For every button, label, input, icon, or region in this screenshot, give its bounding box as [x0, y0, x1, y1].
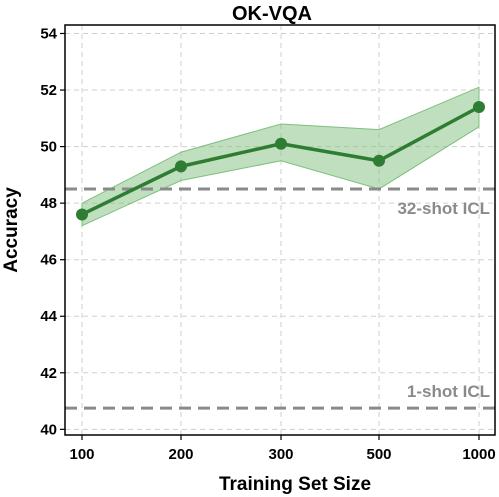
y-tick-label: 52 — [40, 82, 57, 99]
x-axis-ticks: 100 200 300 500 1000 — [69, 435, 496, 463]
y-tick-label: 46 — [40, 252, 57, 269]
data-point — [175, 160, 187, 173]
y-axis-label: Accuracy — [1, 187, 22, 273]
x-tick-label: 500 — [366, 446, 391, 463]
y-tick-label: 44 — [40, 308, 57, 325]
y-tick-label: 54 — [40, 25, 57, 42]
grid-lines — [65, 25, 495, 435]
plot-frame — [64, 24, 496, 436]
data-point — [275, 137, 287, 150]
x-tick-label: 300 — [268, 446, 293, 463]
y-tick-label: 50 — [40, 139, 57, 156]
data-point — [76, 208, 88, 221]
reference-lines: 32-shot ICL 1-shot ICL — [65, 187, 495, 410]
confidence-band-area — [81, 86, 480, 227]
reference-line-label: 32-shot ICL — [397, 199, 490, 218]
confidence-band — [81, 86, 480, 227]
chart-title: OK-VQA — [232, 3, 312, 25]
y-tick-label: 42 — [40, 365, 57, 382]
reference-line-label: 1-shot ICL — [407, 382, 490, 401]
y-tick-label: 48 — [40, 195, 57, 212]
data-point — [373, 154, 385, 167]
data-series — [76, 101, 485, 221]
y-tick-label: 40 — [40, 421, 57, 438]
data-point — [473, 101, 485, 113]
x-tick-label: 1000 — [462, 446, 495, 463]
y-axis-ticks: 40 42 44 46 48 50 52 54 — [40, 25, 65, 438]
x-tick-label: 200 — [168, 446, 193, 463]
x-tick-label: 100 — [69, 446, 94, 463]
x-axis-label: Training Set Size — [219, 474, 371, 495]
